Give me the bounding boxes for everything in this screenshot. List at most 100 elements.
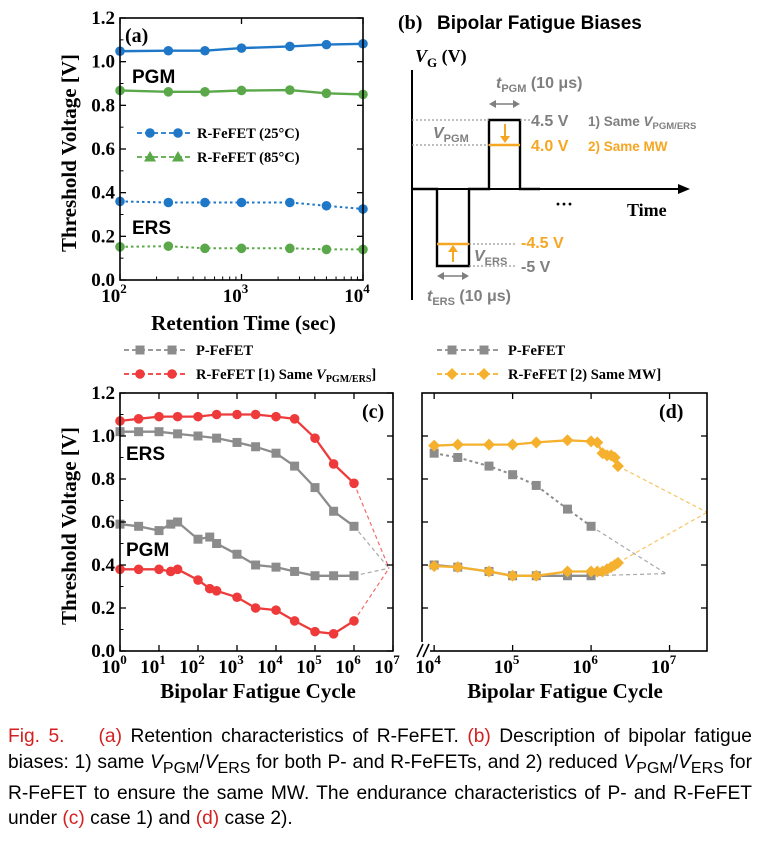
panel-c-series-p-fefet-ers-point — [193, 431, 203, 441]
panel-d-series-r-fefet-ers-point — [530, 436, 543, 449]
panel-d-series-r-fefet-ers-point — [483, 438, 496, 451]
panel-c-legend-marker — [167, 345, 177, 355]
panel-b-tpgm-head-r — [513, 100, 520, 108]
panel-c-xtick-base: 10 — [140, 657, 159, 678]
panel-c-series-r-fefet-pgm-point — [310, 626, 320, 637]
panel-b-waveform — [412, 118, 540, 268]
caption-ref-d: (d) — [195, 808, 220, 830]
panel-c-xtick-label: 104 — [257, 652, 283, 678]
caption-ref-b: (b) — [467, 726, 491, 747]
panel-d-legend-marker — [479, 345, 489, 355]
panel-c-series-r-fefet-pgm-point — [250, 603, 261, 613]
caption-s2: ERS — [217, 759, 251, 777]
panel-b-vers-sub: ERS — [485, 256, 508, 268]
panel-a-series-pgm-85c-point — [285, 85, 295, 95]
panel-b-ters-head-r — [462, 272, 469, 280]
panel-b-vpgm-v: V — [433, 125, 445, 142]
panel-c-xtick-label: 106 — [335, 652, 361, 678]
panel-d-series-r-fefet-ers-point — [591, 436, 604, 449]
caption-text-b3: for R-FeFET to ensure the same MW. The e… — [8, 751, 752, 830]
panel-a-series-pgm-85c-point — [200, 86, 210, 97]
panel-c-legend-text: P-FeFET — [196, 343, 254, 359]
panel-c-series-p-fefet-ers-point — [329, 506, 339, 516]
caption-v2: V — [204, 751, 218, 773]
caption-text-a: Retention characteristics of R-FeFET. — [121, 726, 468, 747]
panel-a-series-ers-85c-point — [285, 243, 295, 254]
caption-text-d: case 2). — [219, 808, 293, 830]
panel-c-series-r-fefet-pgm-point — [289, 616, 300, 626]
panel-c-legend-marker — [135, 345, 145, 355]
panel-c-series-r-fefet-ers-point — [328, 459, 339, 469]
panel-c-xtick-base: 10 — [374, 657, 393, 678]
panel-a-ylabel: Threshold Voltage [V] — [57, 54, 81, 252]
panel-c-xtick-exp: 5 — [315, 652, 322, 667]
panel-c-series-r-fefet-pgm-point — [271, 605, 281, 615]
panel-d-label: (d) — [659, 401, 683, 423]
panel-a-series-ers-85c-point — [236, 243, 247, 254]
panel-c-xtick-label: 107 — [374, 652, 400, 678]
panel-a-series-pgm-85c-point — [321, 88, 332, 99]
panel-c-legend-label: R-FeFET [1) Same VPGM/ERS] — [196, 367, 376, 385]
panel-d-series-r-fefet-pgm-extrapolation — [617, 511, 708, 564]
panel-c-series-r-fefet-pgm-point — [232, 592, 242, 603]
panel-c-legend-marker — [135, 369, 145, 379]
panel-d-series-p-fefet-ers-point — [508, 470, 518, 480]
panel-d-series-p-fefet-ers-point — [562, 504, 572, 514]
panel-a-ytick-label: 0.4 — [91, 183, 115, 204]
panel-d-xtick-label: 104 — [415, 652, 441, 678]
panel-c-series-r-fefet-ers-extrapolation — [353, 483, 390, 569]
panel-b-tpgm-t: t — [496, 75, 502, 92]
panel-c-ytick-label: 0.2 — [91, 598, 115, 619]
panel-a-axes-frame — [119, 17, 364, 281]
panel-b-y-axis-sub: G — [427, 55, 437, 70]
caption-ref-a: (a) — [98, 726, 122, 747]
panel-b-y-axis-unit: (V) — [437, 46, 467, 67]
panel-b-level-pgm2: 4.0 V — [531, 138, 569, 155]
panel-b-x-axis-label: Time — [627, 200, 667, 220]
panel-c-series-p-fefet-ers-point — [134, 427, 144, 437]
panel-a-legend-marker — [172, 151, 184, 162]
panel-a-xtick-label: 104 — [344, 281, 370, 307]
panel-c-series-p-fefet-pgm-point — [251, 560, 261, 570]
panel-d-axis-break-2 — [422, 643, 430, 658]
panel-c-series-r-fefet-pgm-point — [133, 564, 144, 575]
panel-c-series-p-fefet-pgm-point — [134, 521, 144, 531]
panel-c-series-r-fefet-ers-point — [154, 411, 164, 422]
panel-c-series-r-fefet-ers-point — [211, 409, 222, 420]
panel-a-series-ers-25c-point — [236, 197, 247, 208]
panel-c-xtick-exp: 1 — [159, 652, 166, 667]
panel-c-series-p-fefet-ers-point — [251, 442, 261, 452]
panel-a-series-pgm-25c-point — [236, 43, 247, 53]
panel-b-level-pgm1: 4.5 V — [531, 113, 569, 130]
panel-c-series-r-fefet-ers-point — [133, 414, 144, 424]
panel-b-ters-value: (10 μs) — [455, 288, 511, 305]
panel-a-legend-marker — [173, 128, 183, 138]
panel-d-series-p-fefet-ers-line — [434, 452, 592, 528]
panel-c-xtick-label: 103 — [218, 652, 244, 678]
panel-c-series-r-fefet-pgm-point — [172, 564, 183, 575]
panel-a-ytick-label: 0.0 — [91, 270, 115, 291]
panel-d-xtick-base: 10 — [572, 657, 591, 678]
panel-a-annotation-ers: ERS — [132, 218, 171, 239]
panel-b-ters-sub: ERS — [432, 296, 455, 308]
panel-d-series-r-fefet-pgm-point — [428, 560, 441, 573]
panel-c-series-r-fefet-ers-point — [310, 433, 320, 443]
panel-c-series-p-fefet-ers-point — [271, 448, 281, 458]
panel-a-ytick-label: 0.2 — [91, 226, 115, 247]
panel-a-series-pgm-25c-point — [200, 45, 210, 56]
panel-c-series-p-fefet-pgm-point — [205, 532, 215, 542]
panel-d-series-r-fefet-pgm-point — [530, 569, 543, 582]
figure-caption: Fig. 5. (a) Retention characteristics of… — [8, 724, 752, 832]
panel-b-tpgm-sub: PGM — [501, 83, 526, 95]
panel-c-xtick-label: 100 — [101, 652, 127, 678]
panel-c-xtick-exp: 7 — [393, 652, 400, 667]
panel-b-y-axis-label: VG (V) — [415, 46, 467, 70]
panel-b-tpgm-head-l — [489, 100, 496, 108]
panel-c-legend-label: P-FeFET — [196, 343, 254, 359]
caption-s1: PGM — [162, 759, 200, 777]
panel-d-series-r-fefet-ers-extrapolation — [617, 465, 708, 513]
panel-b-label: (b) — [398, 12, 422, 34]
